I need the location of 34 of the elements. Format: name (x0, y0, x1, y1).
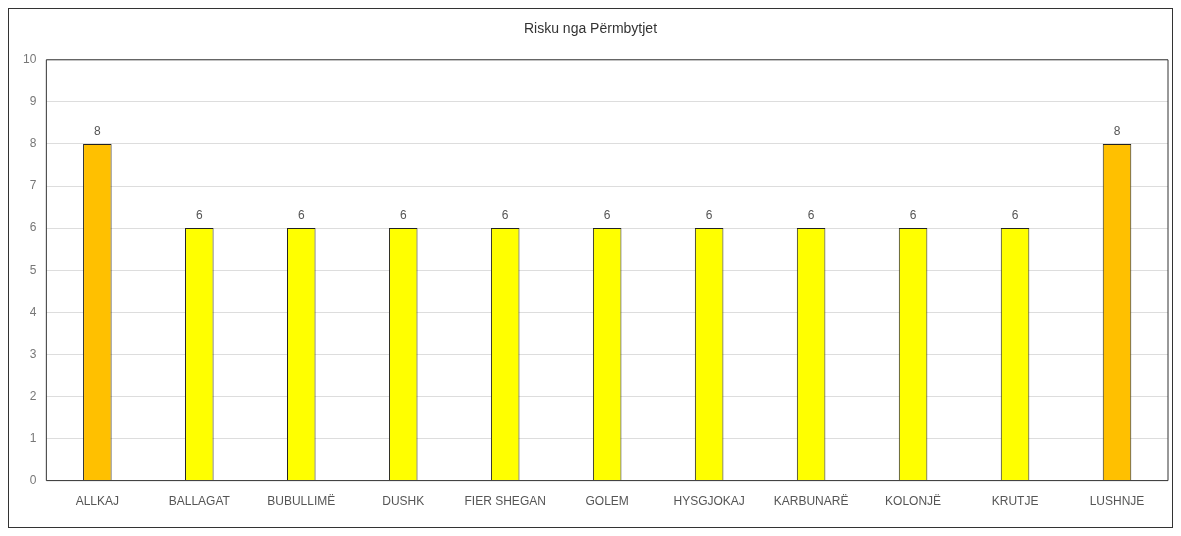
x-tick-label: LUSHNJE (1089, 494, 1145, 509)
y-tick-label: 5 (29, 262, 37, 277)
x-tick-label: HYSGJOKAJ (673, 494, 745, 509)
y-tick-label: 4 (29, 304, 37, 319)
y-tick-label: 7 (29, 178, 37, 193)
data-label: 8 (1113, 124, 1121, 139)
x-tick-label: ALLKAJ (75, 494, 120, 509)
y-tick-label: 2 (29, 388, 37, 403)
data-label: 6 (705, 208, 713, 223)
data-label: 6 (501, 208, 509, 223)
x-tick-label: GOLEM (585, 494, 629, 509)
y-tick-label: 6 (29, 220, 37, 235)
data-label: 6 (603, 208, 611, 223)
y-tick-label: 0 (29, 472, 37, 487)
y-tick-label: 8 (29, 136, 37, 151)
x-tick-label: KRUTJE (991, 494, 1039, 509)
y-tick-label: 10 (22, 52, 37, 67)
data-label: 6 (195, 208, 203, 223)
x-tick-label: KOLONJË (885, 494, 942, 509)
x-tick-label: DUSHK (382, 494, 425, 509)
chart-title: Risku nga Përmbytjet (523, 20, 658, 37)
x-tick-label: KARBUNARË (773, 494, 849, 509)
y-tick-label: 9 (29, 94, 37, 109)
y-tick-label: 3 (29, 346, 37, 361)
data-label: 6 (297, 208, 305, 223)
y-tick-label: 1 (29, 430, 37, 445)
x-tick-label: BALLAGAT (168, 494, 231, 509)
data-label: 6 (399, 208, 407, 223)
x-tick-label: BUBULLIMË (267, 494, 336, 509)
data-label: 8 (93, 124, 101, 139)
x-tick-label: FIER SHEGAN (464, 494, 546, 509)
data-label: 6 (807, 208, 815, 223)
data-label: 6 (909, 208, 917, 223)
data-label: 6 (1011, 208, 1019, 223)
